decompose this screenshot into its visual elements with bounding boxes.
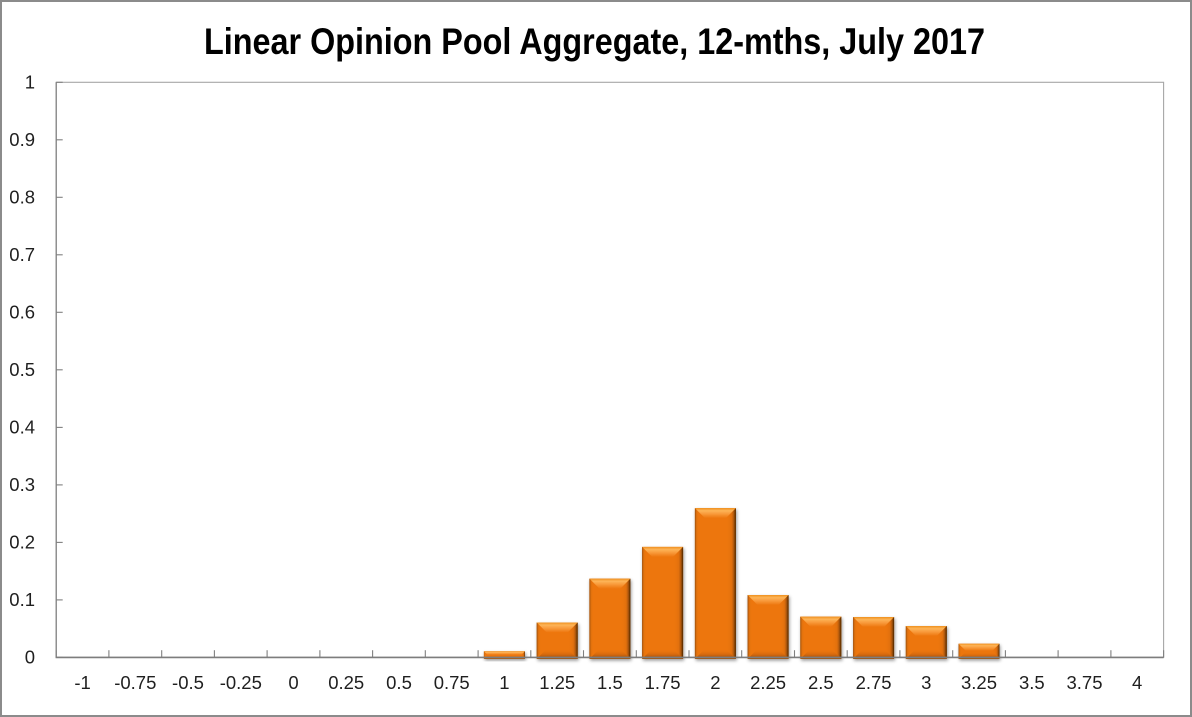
svg-text:2.75: 2.75: [856, 672, 892, 693]
svg-text:1: 1: [25, 71, 35, 92]
svg-text:3.25: 3.25: [961, 672, 997, 693]
svg-text:3.5: 3.5: [1019, 672, 1045, 693]
svg-text:0.5: 0.5: [9, 359, 35, 380]
svg-text:1.75: 1.75: [645, 672, 681, 693]
svg-text:0.9: 0.9: [9, 129, 35, 150]
svg-text:2: 2: [710, 672, 720, 693]
svg-text:-0.75: -0.75: [114, 672, 156, 693]
svg-text:0.1: 0.1: [9, 589, 35, 610]
svg-text:4: 4: [1132, 672, 1142, 693]
svg-text:-0.5: -0.5: [172, 672, 204, 693]
svg-text:2.5: 2.5: [808, 672, 834, 693]
svg-text:0.75: 0.75: [434, 672, 470, 693]
svg-text:0.2: 0.2: [9, 531, 35, 552]
svg-text:0.4: 0.4: [9, 416, 35, 437]
svg-text:0.25: 0.25: [328, 672, 364, 693]
svg-text:1.25: 1.25: [539, 672, 575, 693]
svg-text:0.8: 0.8: [9, 186, 35, 207]
svg-text:3.75: 3.75: [1066, 672, 1102, 693]
svg-text:-1: -1: [74, 672, 90, 693]
svg-text:1: 1: [499, 672, 509, 693]
svg-text:0.3: 0.3: [9, 474, 35, 495]
svg-text:0.7: 0.7: [9, 244, 35, 265]
svg-text:2.25: 2.25: [750, 672, 786, 693]
svg-text:3: 3: [921, 672, 931, 693]
svg-text:0: 0: [25, 646, 35, 667]
svg-text:0.5: 0.5: [386, 672, 412, 693]
svg-text:0.6: 0.6: [9, 301, 35, 322]
svg-text:Linear Opinion Pool Aggregate,: Linear Opinion Pool Aggregate, 12-mths, …: [204, 21, 985, 62]
svg-text:1.5: 1.5: [597, 672, 623, 693]
svg-text:-0.25: -0.25: [220, 672, 262, 693]
svg-text:0: 0: [288, 672, 298, 693]
